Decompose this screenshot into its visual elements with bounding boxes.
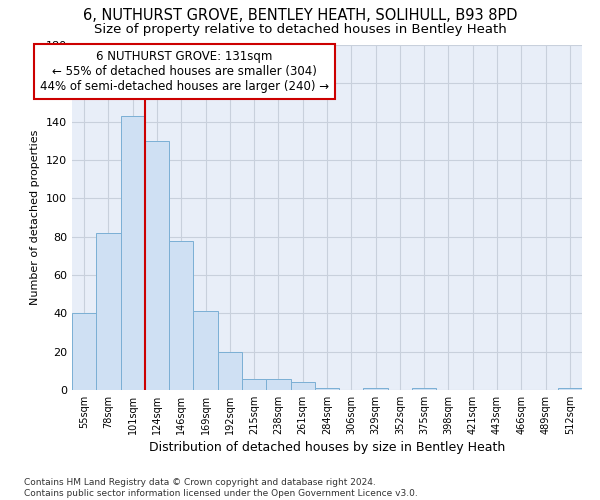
Bar (145, 141, 169, 390)
Y-axis label: Number of detached properties: Number of detached properties (31, 130, 40, 305)
Bar (218, 352, 242, 390)
X-axis label: Distribution of detached houses by size in Bentley Heath: Distribution of detached houses by size … (149, 441, 505, 454)
Bar (266, 378, 290, 390)
Bar (193, 312, 218, 390)
Bar (242, 378, 266, 390)
Bar (364, 388, 388, 390)
Text: 6 NUTHURST GROVE: 131sqm
← 55% of detached houses are smaller (304)
44% of semi-: 6 NUTHURST GROVE: 131sqm ← 55% of detach… (40, 50, 329, 93)
Text: Contains HM Land Registry data © Crown copyright and database right 2024.
Contai: Contains HM Land Registry data © Crown c… (24, 478, 418, 498)
Text: 6, NUTHURST GROVE, BENTLEY HEATH, SOLIHULL, B93 8PD: 6, NUTHURST GROVE, BENTLEY HEATH, SOLIHU… (83, 8, 517, 22)
Bar (72, 314, 96, 390)
Bar (96, 233, 121, 390)
Bar (558, 388, 582, 390)
Bar (315, 388, 339, 390)
Bar (121, 116, 145, 390)
Text: Size of property relative to detached houses in Bentley Heath: Size of property relative to detached ho… (94, 22, 506, 36)
Bar (290, 382, 315, 390)
Bar (412, 388, 436, 390)
Bar (169, 240, 193, 390)
